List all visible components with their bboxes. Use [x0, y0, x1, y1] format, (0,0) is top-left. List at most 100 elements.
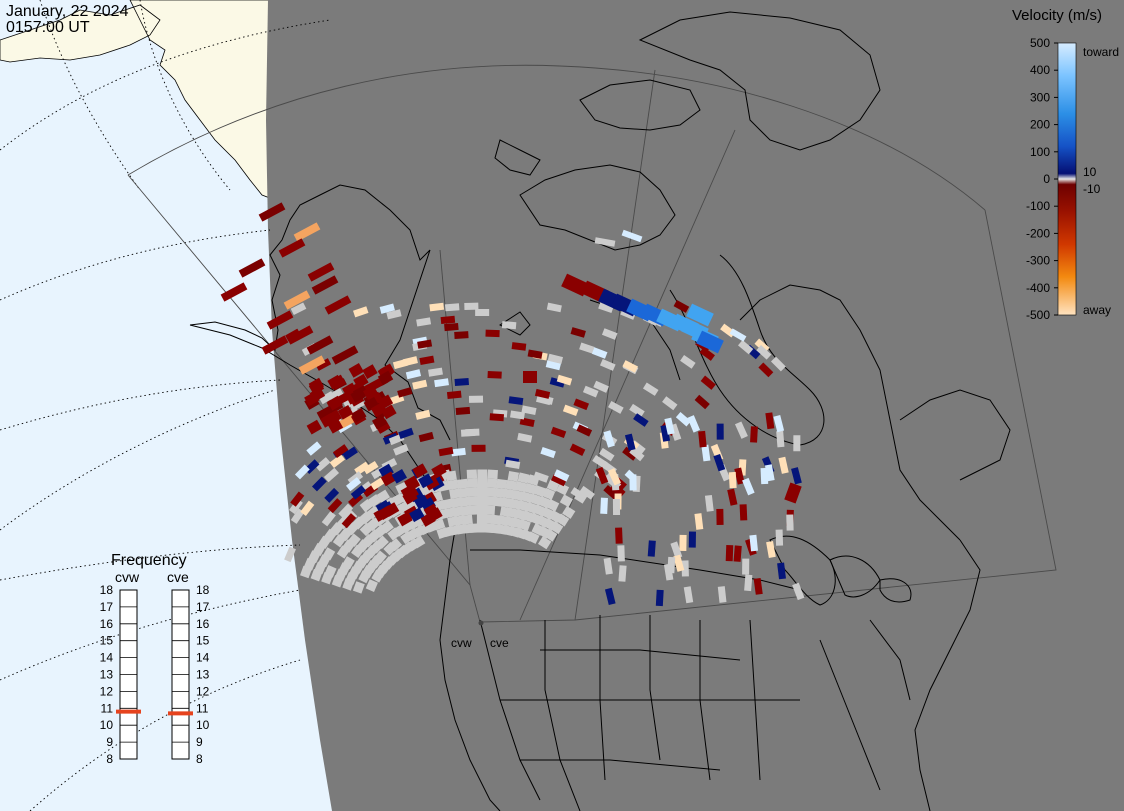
range-cell: [309, 387, 326, 402]
range-cell: [570, 487, 586, 501]
range-cell: [537, 536, 552, 550]
range-cell: [512, 489, 525, 501]
range-cell: [258, 202, 286, 222]
range-cell: [370, 476, 386, 491]
range-cell: [321, 511, 336, 527]
range-cell: [777, 562, 786, 580]
range-cell: [300, 500, 315, 516]
frequency-title: Frequency: [111, 552, 187, 569]
range-cell: [519, 417, 535, 428]
frequency-scale-label: 15: [100, 634, 114, 648]
range-cell: [424, 475, 440, 491]
range-cell: [403, 485, 419, 501]
frequency-scale-label: 9: [106, 735, 113, 749]
range-cell: [598, 447, 615, 462]
range-cell: [698, 430, 707, 448]
range-cell: [464, 302, 479, 311]
range-cell: [348, 363, 364, 378]
range-cell: [699, 346, 715, 361]
range-cell: [322, 547, 336, 561]
range-cell: [559, 494, 573, 508]
range-cell: [468, 505, 480, 515]
range-cell: [540, 447, 556, 459]
radar-fields-of-view: [127, 64, 1057, 623]
range-cell: [612, 498, 621, 516]
colorbar-tick-label: 0: [1043, 172, 1050, 186]
range-cell: [371, 414, 388, 430]
range-cell: [501, 497, 514, 509]
range-cell: [562, 505, 576, 519]
range-cell: [599, 358, 616, 371]
range-cell: [593, 380, 609, 393]
range-cell: [622, 446, 638, 461]
range-cell: [664, 417, 675, 435]
range-cell: [485, 329, 500, 338]
range-cell: [542, 487, 556, 501]
range-cell: [604, 587, 616, 606]
frequency-scale-label: 14: [100, 651, 114, 665]
range-cell: [716, 508, 724, 526]
colorbar-gradient: [1057, 42, 1077, 316]
range-cell: [791, 467, 802, 485]
range-cell: [444, 303, 460, 312]
range-cell: [438, 446, 454, 457]
range-cell: [393, 443, 409, 456]
range-cell: [758, 362, 774, 378]
range-cell: [501, 321, 517, 330]
range-cell: [284, 546, 296, 563]
range-cell: [507, 470, 520, 482]
frequency-scale-label: 15: [196, 634, 210, 648]
range-cell: [727, 488, 738, 506]
velocity-cells: [220, 202, 805, 607]
range-cell: [728, 471, 737, 489]
range-cell: [278, 238, 306, 258]
range-cell: [306, 441, 322, 456]
range-cell: [363, 385, 379, 400]
range-cell: [392, 358, 409, 370]
range-cell: [341, 513, 357, 529]
range-cell: [749, 534, 758, 552]
range-cell: [342, 446, 358, 461]
range-cell: [523, 371, 537, 383]
range-cell: [547, 353, 564, 364]
colorbar-tick-label: -500: [1026, 308, 1050, 322]
range-cell: [342, 556, 355, 570]
range-cell: [459, 496, 471, 507]
range-cell: [493, 496, 505, 507]
range-cell: [607, 468, 621, 486]
range-cell: [417, 339, 433, 349]
range-cell: [629, 447, 645, 462]
range-cell: [753, 577, 763, 595]
range-cell: [434, 378, 449, 388]
range-cell: [412, 535, 426, 549]
range-cell: [405, 369, 422, 380]
range-cell: [324, 295, 352, 315]
range-cell: [629, 403, 645, 418]
range-cell: [494, 487, 506, 498]
range-cell: [534, 388, 551, 399]
range-cell: [701, 444, 711, 462]
frequency-radar-cve: cve: [167, 569, 189, 585]
range-cell: [347, 533, 361, 547]
colorbar-tick-label: 100: [1030, 145, 1050, 159]
range-cell: [713, 453, 726, 472]
range-cell: [415, 409, 431, 420]
range-cell: [764, 464, 775, 482]
range-cell: [598, 301, 614, 314]
frequency-panel: Frequency cvw cve 1817161514131211109818…: [100, 552, 210, 766]
frequency-scale-label: 11: [101, 701, 114, 715]
frequency-scale-label: 17: [196, 600, 210, 614]
range-cell: [579, 485, 595, 500]
range-cell: [413, 494, 430, 510]
range-cell: [458, 487, 470, 498]
range-cell: [603, 430, 615, 448]
range-cell: [306, 335, 334, 355]
range-cell: [351, 407, 367, 423]
range-cell: [451, 447, 466, 457]
range-cell: [432, 518, 446, 531]
range-cell: [375, 535, 389, 549]
range-cell: [388, 538, 403, 552]
range-cell: [468, 395, 484, 403]
range-cell: [377, 370, 394, 386]
range-cell: [687, 415, 701, 433]
